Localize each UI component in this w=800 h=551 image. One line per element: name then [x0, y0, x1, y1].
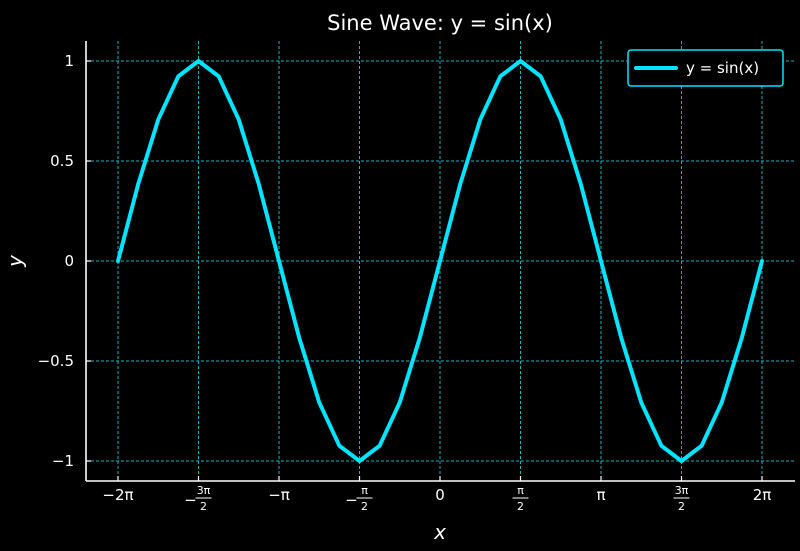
chart-title: Sine Wave: y = sin(x): [327, 11, 553, 35]
x-tick-numerator-5: π: [517, 484, 524, 497]
x-tick-label-3: −π 2: [345, 484, 373, 513]
x-tick-label-6: π: [596, 486, 605, 504]
x-tick-denominator-5: 2: [517, 500, 524, 513]
x-tick-numerator-1: 3π: [197, 484, 211, 497]
x-tick-label-7: 3π2: [673, 484, 690, 513]
legend-box: [627, 49, 784, 87]
y-tick-label-3: −0.5: [38, 352, 74, 370]
x-tick-label-1: −3π 2: [184, 484, 212, 513]
x-tick-label-8: 2π: [753, 486, 772, 504]
y-tick-label-1: 0.5: [50, 152, 74, 170]
x-tick-label-2: −π: [268, 486, 290, 504]
x-tick-label-0: −2π: [102, 486, 133, 504]
y-tick-label-2: 0: [64, 252, 74, 270]
y-tick-labels: 1 0.5 0 −0.5 −1: [38, 52, 74, 470]
y-tick-label-4: −1: [52, 452, 74, 470]
axes: [85, 41, 795, 482]
y-axis-label: y: [3, 254, 27, 268]
series-lines: [116, 59, 764, 463]
series-line-0: [116, 59, 764, 463]
legend-label: y = sin(x): [686, 59, 759, 77]
x-tick-label-4: 0: [435, 486, 445, 504]
x-tick-sign-1: −: [184, 491, 197, 509]
x-tick-denominator-1: 2: [200, 500, 207, 513]
x-tick-numerator-7: 3π: [675, 484, 689, 497]
x-axis-label: x: [433, 520, 446, 544]
y-tick-label-0: 1: [64, 52, 74, 70]
x-tick-numerator-3: π: [361, 484, 368, 497]
x-tick-denominator-3: 2: [361, 500, 368, 513]
x-tick-label-5: π2: [512, 484, 529, 513]
legend: y = sin(x): [627, 49, 784, 87]
x-tick-sign-3: −: [345, 491, 358, 509]
x-tick-denominator-7: 2: [678, 500, 685, 513]
